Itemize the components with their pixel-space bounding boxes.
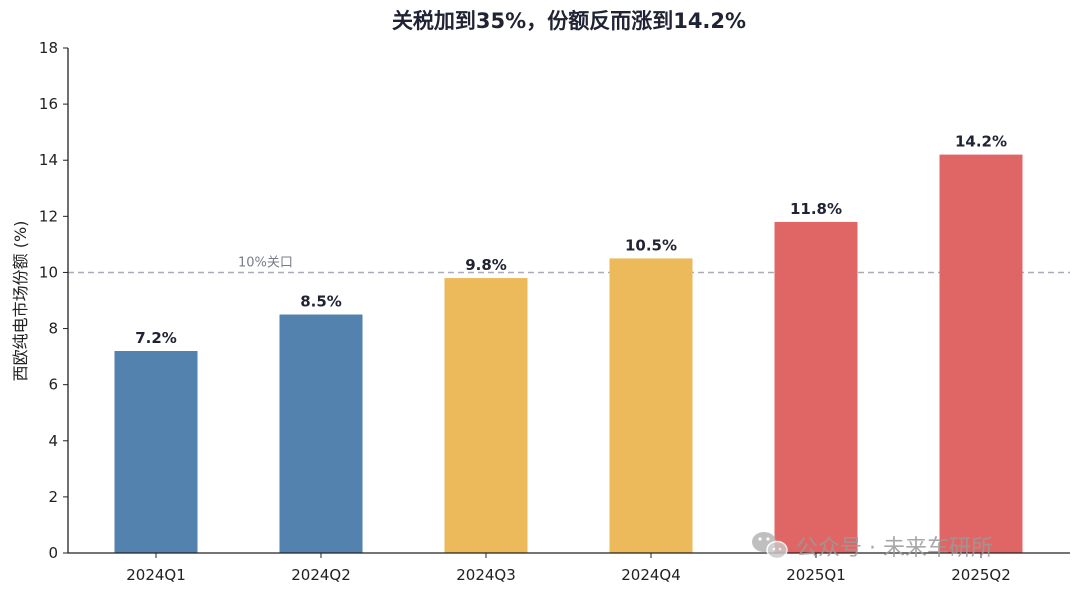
y-tick-label-2: 2: [48, 488, 58, 506]
data-label-2025Q2: 14.2%: [955, 133, 1007, 151]
x-tick-label-2024Q4: 2024Q4: [621, 566, 681, 584]
watermark: 公众号 · 未来车研所: [752, 532, 993, 561]
y-tick-label-12: 12: [39, 207, 58, 225]
data-label-2024Q2: 8.5%: [300, 293, 342, 311]
x-tick-label-2024Q1: 2024Q1: [126, 566, 186, 584]
y-tick-label-6: 6: [48, 376, 58, 394]
bar-2024Q3: [444, 278, 528, 553]
bars: [114, 154, 1023, 553]
y-tick-label-18: 18: [39, 39, 58, 57]
x-tick-label-2025Q2: 2025Q2: [951, 566, 1011, 584]
bar-2025Q1: [774, 221, 858, 553]
axes: 2024Q1 2024Q2 2024Q3 2024Q4 2025Q1 2025Q2 0 2 4 6…: [39, 39, 1070, 584]
chart-title: 关税加到35%，份额反而涨到14.2%: [392, 9, 746, 33]
bar-2024Q1: [114, 351, 198, 553]
data-label-2024Q3: 9.8%: [465, 256, 507, 274]
data-labels: 7.2% 8.5% 9.8% 10.5% 11.8% 14.2%: [135, 133, 1007, 347]
data-label-2024Q4: 10.5%: [625, 236, 677, 254]
y-axis-label: 西欧纯电市场份额 (%): [11, 221, 30, 382]
y-tick-label-0: 0: [48, 544, 58, 562]
x-tick-label-2024Q3: 2024Q3: [456, 566, 516, 584]
bar-2024Q4: [609, 258, 693, 553]
reference-line: 10%关口: [68, 255, 1070, 274]
data-label-2025Q1: 11.8%: [790, 200, 842, 218]
y-tick-label-4: 4: [48, 432, 58, 450]
reference-line-label: 10%关口: [238, 255, 293, 270]
wechat-icon: [752, 532, 788, 560]
y-tick-label-10: 10: [39, 263, 58, 281]
data-label-2024Q1: 7.2%: [135, 329, 177, 347]
bar-2025Q2: [939, 154, 1023, 553]
bar-2024Q2: [279, 314, 363, 553]
x-tick-label-2024Q2: 2024Q2: [291, 566, 351, 584]
watermark-text: 公众号 · 未来车研所: [796, 536, 993, 561]
y-tick-label-8: 8: [48, 320, 58, 338]
x-tick-label-2025Q1: 2025Q1: [786, 566, 846, 584]
y-tick-label-16: 16: [39, 95, 58, 113]
y-tick-label-14: 14: [39, 151, 58, 169]
